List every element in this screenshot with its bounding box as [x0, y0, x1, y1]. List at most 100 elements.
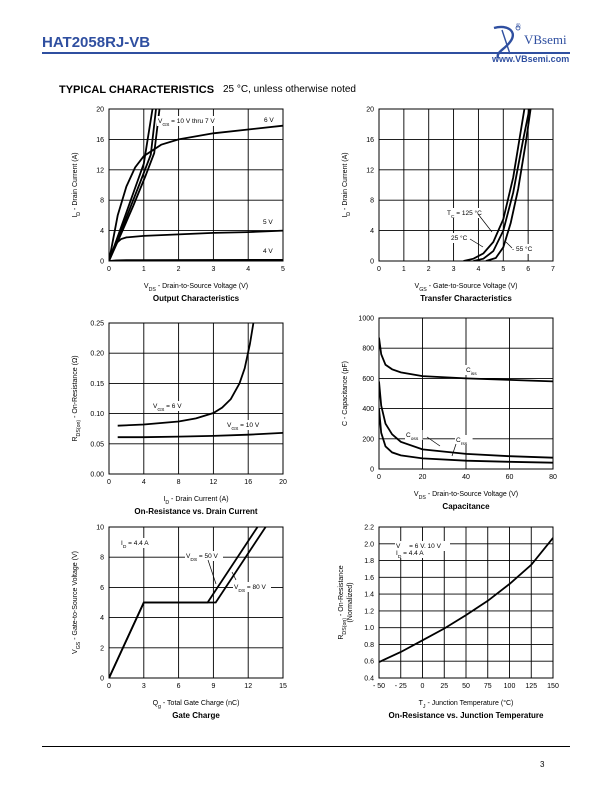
annotation-leader [231, 571, 237, 581]
y-tick-label: 8 [100, 555, 104, 562]
plot-frame [108, 322, 284, 475]
annotation-bg [395, 548, 433, 558]
y-axis-label: C - Capacitance (pF) [342, 361, 349, 426]
chart-title: Gate Charge [172, 711, 220, 720]
annotation-bg [465, 365, 483, 375]
x-tick-label: 0 [107, 479, 111, 486]
annotation-label: VGS = 10 V thru 7 V [158, 118, 215, 128]
chart-ron_id: 0 4 8 12 16 20 0.00 0.05 0.10 0.15 0.20 0.25 ID - Dr… [72, 321, 287, 517]
chart-title: Transfer Characteristics [420, 294, 512, 303]
y-tick-label: 12 [366, 167, 374, 174]
y-tick-label: 2.2 [364, 525, 374, 532]
annotation-label: ID = 4.4 A [396, 550, 424, 560]
x-tick-label: 3 [142, 683, 146, 690]
series-line-output-3 [109, 124, 283, 261]
y-tick-label: 0.8 [364, 642, 374, 649]
plot-frame [378, 317, 554, 470]
y-tick-label: 6 [100, 585, 104, 592]
y-tick-label: 0 [370, 467, 374, 474]
y-tick-label: 2.0 [364, 541, 374, 548]
y-tick-label: 12 [96, 167, 104, 174]
y-tick-label: 16 [96, 137, 104, 144]
y-tick-label: 1.2 [364, 608, 374, 615]
y-tick-label: 0.10 [90, 411, 104, 418]
x-tick-label: 3 [211, 266, 215, 273]
y-tick-label: 2 [100, 645, 104, 652]
annotation-bg [157, 116, 226, 126]
annotation-label: TC = 125 °C [447, 209, 482, 220]
y-axis-label: RDS(on) - On-Resistance (Ω) [72, 355, 82, 441]
y-tick-label: 0 [100, 259, 104, 266]
x-tick-label: 0 [377, 266, 381, 273]
y-tick-label: 0.4 [364, 676, 374, 683]
x-tick-label: 5 [501, 266, 505, 273]
x-tick-label: 15 [279, 683, 287, 690]
y-tick-label: 1.6 [364, 575, 374, 582]
annotation-leader [505, 241, 513, 249]
series-line-transfer-1 [473, 109, 531, 261]
series-line-ron_id-0 [117, 323, 255, 427]
annotation-label: 6 V [264, 117, 274, 124]
annotation-label: Coss [406, 432, 419, 442]
x-tick-label: 75 [484, 683, 492, 690]
annotation-label: ID = 4.4 A [121, 540, 149, 550]
x-tick-label: 4 [476, 266, 480, 273]
series-line-output-2 [109, 109, 161, 261]
chart-gate_charge: 0 3 6 9 12 15 0 2 4 6 8 10 Qg - Total Gate Charge (n… [72, 525, 287, 721]
x-axis-label: Qg - Total Gate Charge (nC) [153, 700, 240, 710]
x-tick-label: 2 [427, 266, 431, 273]
brand-url: www.VBsemi.com [492, 54, 570, 64]
series-line-ron_tj-0 [379, 537, 553, 663]
y-axis-label: ID - Drain Current (A) [72, 152, 82, 217]
plot-frame [108, 526, 284, 679]
annotation-label: Ciss [466, 367, 477, 377]
annotation-bg [226, 420, 264, 430]
annotation-bg [450, 233, 471, 243]
page-number: 3 [540, 760, 545, 769]
x-tick-label: 6 [526, 266, 530, 273]
x-tick-label: - 50 [373, 683, 385, 690]
footer-rule [42, 746, 570, 747]
x-tick-label: 0 [377, 474, 381, 481]
y-tick-label: 4 [100, 615, 104, 622]
annotation-label: VGS = 10 V [227, 422, 260, 432]
annotation-leader [207, 559, 217, 585]
x-tick-label: 80 [549, 474, 557, 481]
chart-title: On-Resistance vs. Junction Temperature [388, 711, 544, 720]
annotation-label: Crss [456, 437, 468, 447]
plot-frame [108, 108, 284, 262]
x-tick-label: 0 [421, 683, 425, 690]
chart-title: Capacitance [442, 502, 490, 511]
x-tick-label: 3 [452, 266, 456, 273]
y-tick-label: 0 [100, 676, 104, 683]
y-tick-label: 20 [96, 107, 104, 114]
chart-title: Output Characteristics [153, 294, 240, 303]
y-tick-label: 0.15 [90, 381, 104, 388]
annotation-bg [511, 244, 539, 254]
y-tick-label: 8 [100, 198, 104, 205]
annotation-bg [185, 551, 223, 561]
x-tick-label: 1 [142, 266, 146, 273]
annotation-label: VDS = 50 V [186, 553, 219, 563]
x-tick-label: 0 [107, 266, 111, 273]
x-tick-label: 20 [419, 474, 427, 481]
x-tick-label: 0 [107, 683, 111, 690]
series-line-capacitance-2 [379, 408, 553, 464]
y-tick-label: 0.00 [90, 472, 104, 479]
annotation-bg [395, 541, 450, 551]
x-axis-label: ID - Drain Current (A) [163, 496, 228, 506]
annotation-leader [426, 436, 441, 447]
x-tick-label: 125 [525, 683, 537, 690]
section-title: TYPICAL CHARACTERISTICS [59, 84, 215, 96]
y-axis-label: RDS(on) - On-Resistance [338, 565, 348, 639]
x-tick-label: 20 [279, 479, 287, 486]
x-tick-label: 4 [246, 266, 250, 273]
y-tick-label: 1.0 [364, 625, 374, 632]
y-tick-label: 10 [96, 525, 104, 532]
x-tick-label: 150 [547, 683, 559, 690]
section-note: 25 °C, unless otherwise noted [223, 84, 356, 95]
y-tick-label: 0.05 [90, 441, 104, 448]
brand-registered-mark: ® [516, 24, 521, 30]
x-axis-label: VDS - Drain-to-Source Voltage (V) [414, 491, 518, 501]
